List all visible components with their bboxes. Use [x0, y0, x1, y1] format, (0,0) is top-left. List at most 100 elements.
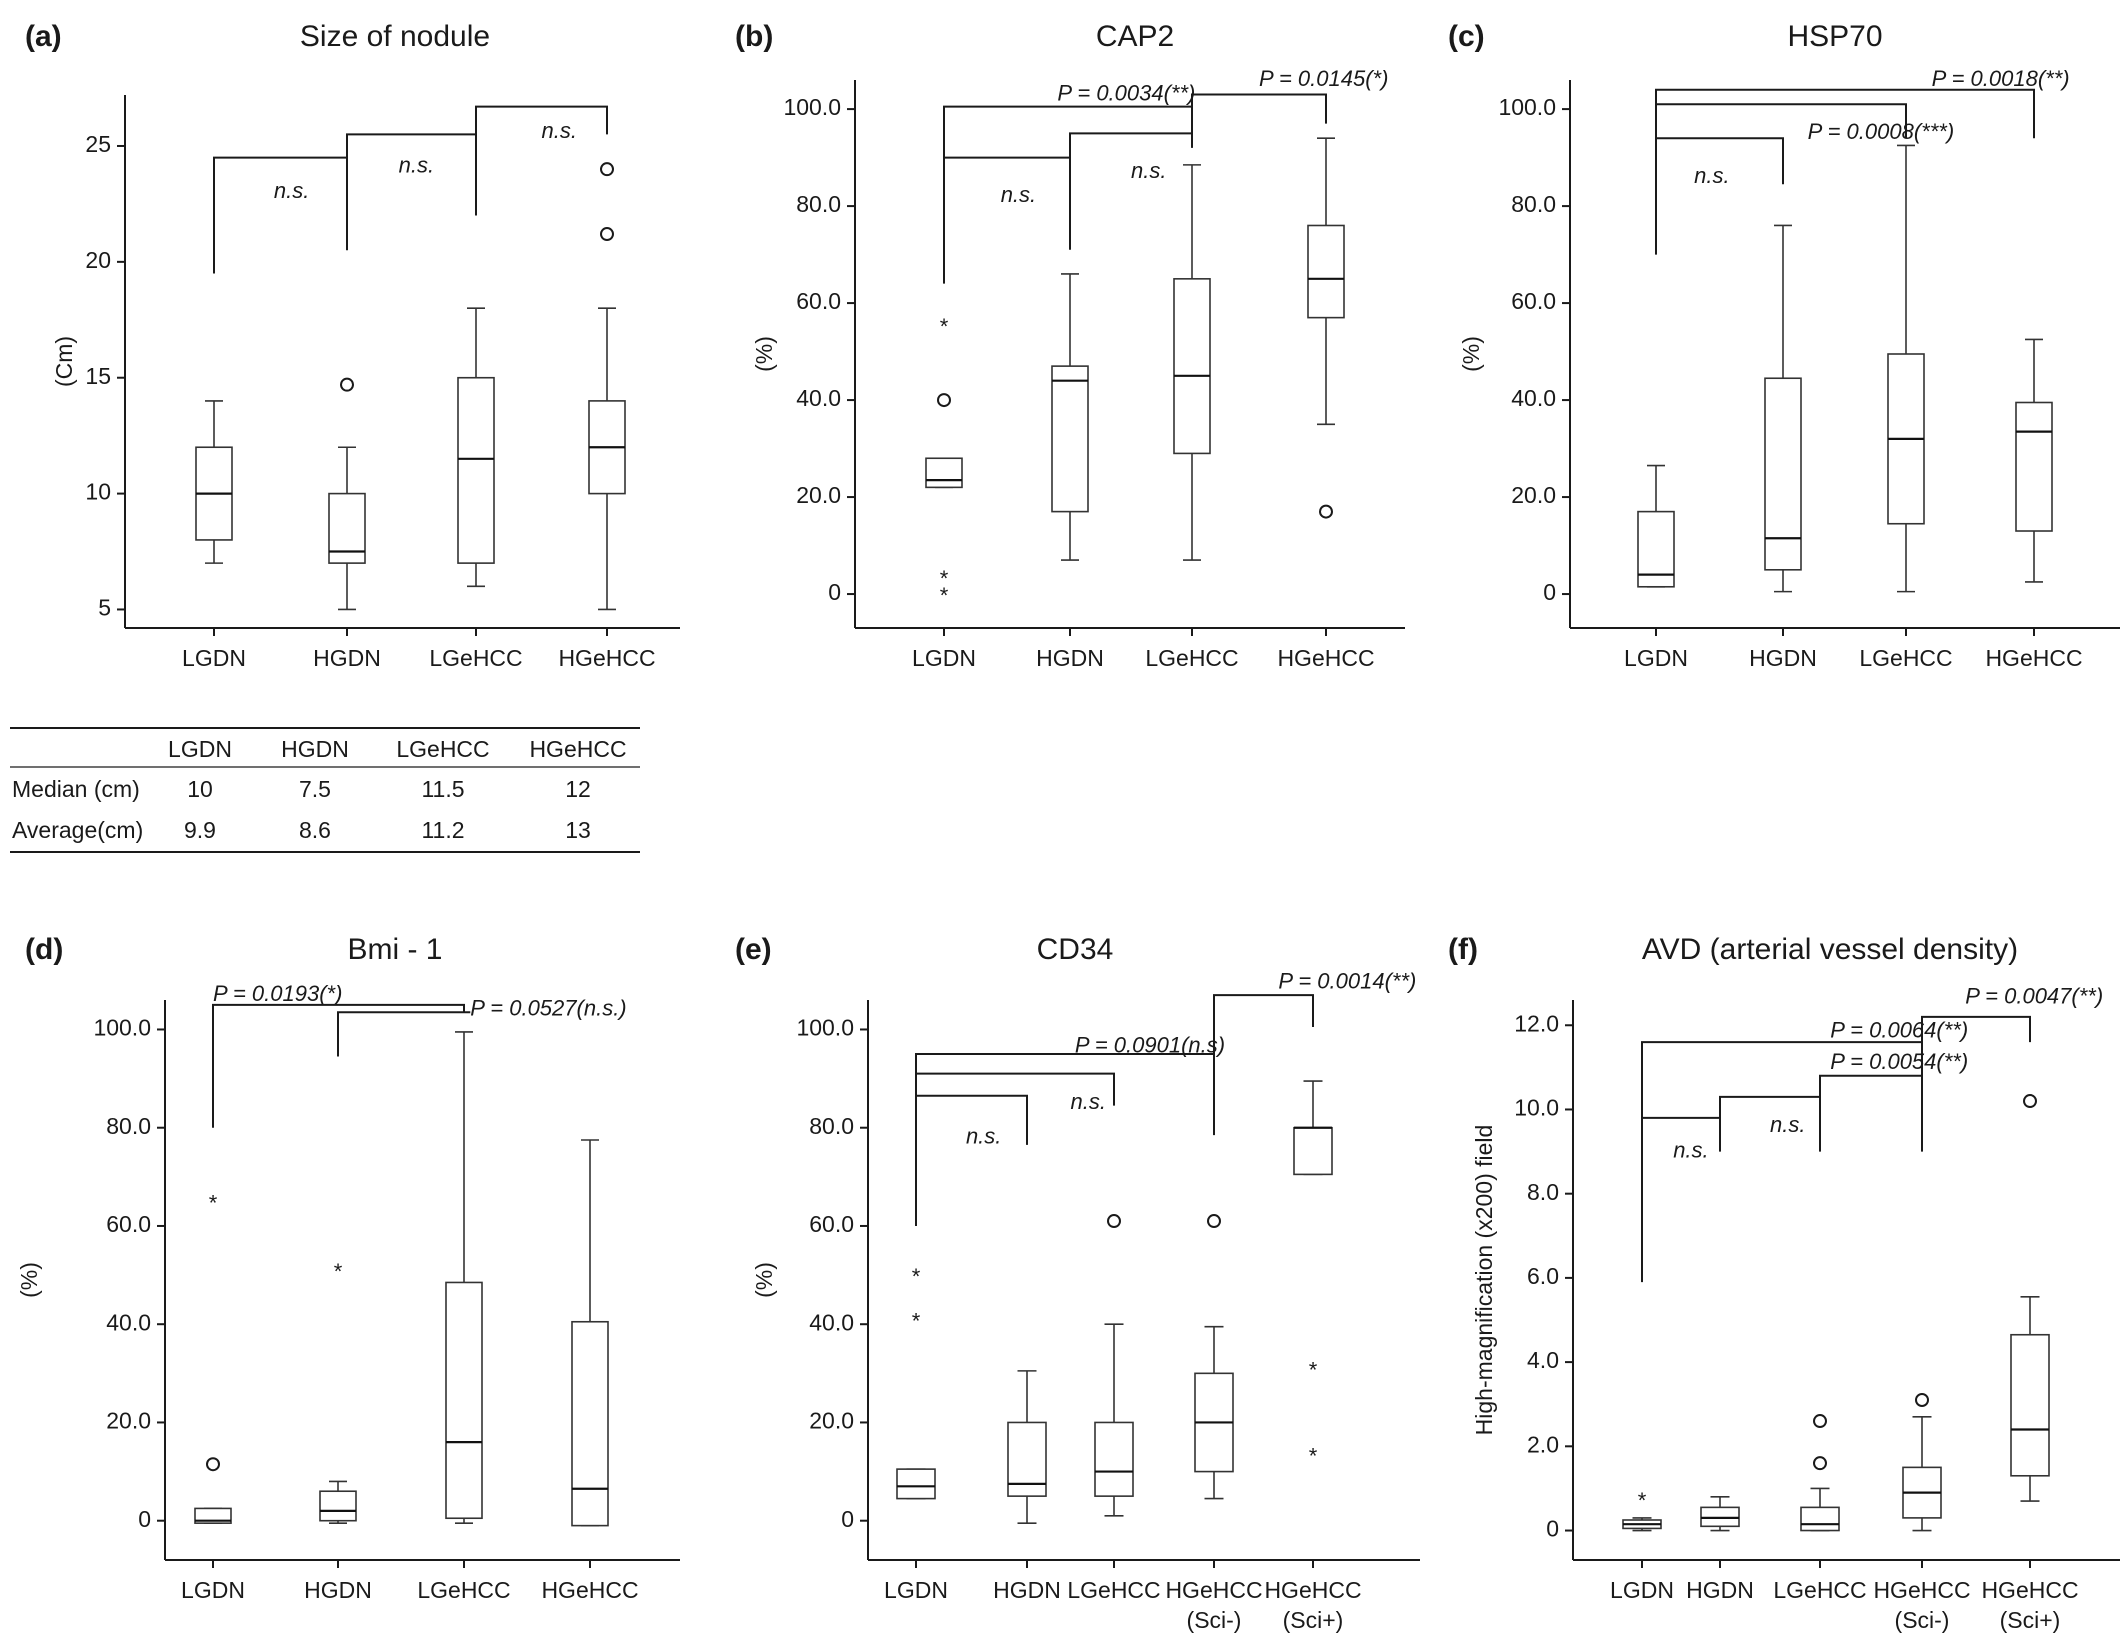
- iqr-box: [571, 1320, 609, 1527]
- category-label-b: LGDN: [912, 645, 976, 671]
- panel-d: (d) Bmi - 1 0 20.0 40.0 60.0 80.0 100.0 (%) LGDN H…: [16, 933, 680, 1603]
- significance-label-e: P = 0.0014(**): [1278, 969, 1416, 994]
- y-tick-label-a: 5: [98, 595, 111, 621]
- table-header-lgdn: LGDN: [168, 736, 232, 762]
- iqr-box: [1173, 278, 1211, 455]
- significance-label-f: n.s.: [1673, 1137, 1708, 1162]
- box-d-3: [571, 1139, 609, 1527]
- table-row-median-label: Median (cm): [12, 776, 140, 802]
- category-label-a: HGDN: [313, 645, 381, 671]
- category-label-c: LGeHCC: [1859, 645, 1952, 671]
- panel-letter-b: (b): [735, 20, 773, 53]
- outlier-circle: [937, 393, 951, 408]
- significance-label-f: P = 0.0064(**): [1830, 1017, 1968, 1042]
- significance-bracket-b: [1191, 93, 1327, 124]
- significance-bracket-c: [1655, 88, 2035, 139]
- extreme-asterisk: *: [209, 1190, 218, 1215]
- panel-title-b: CAP2: [1096, 20, 1174, 53]
- y-tick-label-b: 20.0: [796, 482, 841, 508]
- extreme-asterisk: *: [334, 1259, 343, 1284]
- y-axis-label-b: (%): [751, 336, 777, 372]
- box-e-3: [1194, 1214, 1234, 1500]
- iqr-box: [925, 457, 963, 489]
- y-tick-label-d: 100.0: [93, 1015, 151, 1041]
- iqr-box: [1051, 365, 1089, 513]
- box-d-0: *: [194, 1190, 232, 1524]
- significance-label-a: n.s.: [542, 118, 577, 143]
- extreme-asterisk: *: [1309, 1357, 1318, 1382]
- y-tick-label-c: 100.0: [1498, 94, 1556, 120]
- table-cell-median-lgehcc: 11.5: [421, 776, 464, 802]
- significance-bracket-c: [1655, 137, 1784, 255]
- category-label-b: LGeHCC: [1145, 645, 1238, 671]
- significance-bracket-f: [1819, 1074, 1923, 1152]
- significance-label-f: P = 0.0054(**): [1830, 1049, 1968, 1074]
- extreme-asterisk: *: [912, 1308, 921, 1333]
- box-f-4: [2010, 1094, 2050, 1502]
- category-label-f: LGeHCC: [1773, 1577, 1866, 1603]
- outlier-circle: [600, 162, 614, 177]
- significance-label-c: n.s.: [1694, 163, 1729, 188]
- y-tick-label-c: 60.0: [1511, 288, 1556, 314]
- significance-label-f: P = 0.0047(**): [1965, 984, 2103, 1009]
- y-tick-label-f: 4.0: [1527, 1347, 1559, 1373]
- significance-bracket-d: [337, 1011, 471, 1057]
- y-tick-label-b: 0: [828, 579, 841, 605]
- significance-bracket-a: [213, 156, 348, 274]
- panel-letter-f: (f): [1448, 933, 1478, 966]
- y-axis-label-a: (Cm): [51, 336, 77, 387]
- iqr-box: [457, 376, 495, 564]
- box-a-0: [195, 400, 233, 564]
- category-label-d: HGDN: [304, 1577, 372, 1603]
- panel-a: (a) Size of nodule 5 10 15 20 25 (Cm) LGDN HGDN LG…: [25, 20, 680, 671]
- table-header-lgehcc: LGeHCC: [396, 736, 489, 762]
- iqr-box: [2015, 401, 2053, 532]
- significance-label-e: n.s.: [1071, 1089, 1106, 1114]
- category-label-d: LGDN: [181, 1577, 245, 1603]
- significance-bracket-b: [943, 105, 1193, 158]
- y-tick-label-f: 12.0: [1514, 1010, 1559, 1036]
- y-tick-label-e: 100.0: [796, 1015, 854, 1041]
- panel-c: (c) HSP70 0 20.0 40.0 60.0 80.0 100.0 (%) LGDN HGD…: [1448, 20, 2120, 671]
- iqr-box: [1764, 377, 1802, 571]
- significance-bracket-a: [475, 105, 608, 135]
- category-label-e: (Sci+): [1283, 1607, 1344, 1633]
- significance-label-b: n.s.: [1131, 158, 1166, 183]
- extreme-asterisk: *: [912, 1264, 921, 1289]
- y-tick-label-f: 10.0: [1514, 1095, 1559, 1121]
- extreme-asterisk: *: [1638, 1488, 1647, 1513]
- significance-bracket-f: [1641, 1041, 1923, 1118]
- panel-letter-c: (c): [1448, 20, 1485, 53]
- significance-label-b: P = 0.0145(*): [1259, 66, 1388, 91]
- category-label-e: LGDN: [884, 1577, 948, 1603]
- y-tick-label-e: 0: [841, 1506, 854, 1532]
- significance-bracket-c: [1655, 103, 1907, 139]
- outlier-circle: [340, 377, 354, 392]
- table-cell-median-hgdn: 7.5: [299, 776, 331, 802]
- box-c-3: [2015, 338, 2053, 583]
- category-label-f: (Sci+): [2000, 1607, 2061, 1633]
- significance-label-a: n.s.: [399, 153, 434, 178]
- box-e-1: [1007, 1370, 1047, 1524]
- significance-bracket-f: [1719, 1095, 1821, 1152]
- category-label-b: HGeHCC: [1277, 645, 1374, 671]
- significance-bracket-e: [1213, 994, 1314, 1055]
- outlier-circle: [206, 1457, 220, 1472]
- iqr-box: [194, 1507, 232, 1524]
- iqr-box: [1094, 1421, 1134, 1497]
- outlier-circle: [1813, 1414, 1827, 1429]
- y-tick-label-b: 40.0: [796, 385, 841, 411]
- category-label-e: (Sci-): [1187, 1607, 1242, 1633]
- category-label-c: LGDN: [1624, 645, 1688, 671]
- y-axis-label-e: (%): [751, 1262, 777, 1298]
- y-tick-label-f: 8.0: [1527, 1179, 1559, 1205]
- extreme-asterisk: *: [940, 314, 949, 339]
- table-cell-average-hgehcc: 13: [565, 817, 591, 843]
- significance-label-d: P = 0.0527(n.s.): [470, 996, 626, 1021]
- outlier-circle: [1813, 1456, 1827, 1471]
- outlier-circle: [1915, 1393, 1929, 1407]
- box-b-0: ***: [925, 314, 963, 608]
- outlier-circle: [1319, 504, 1333, 519]
- box-d-2: [445, 1031, 483, 1524]
- box-a-1: [328, 377, 366, 611]
